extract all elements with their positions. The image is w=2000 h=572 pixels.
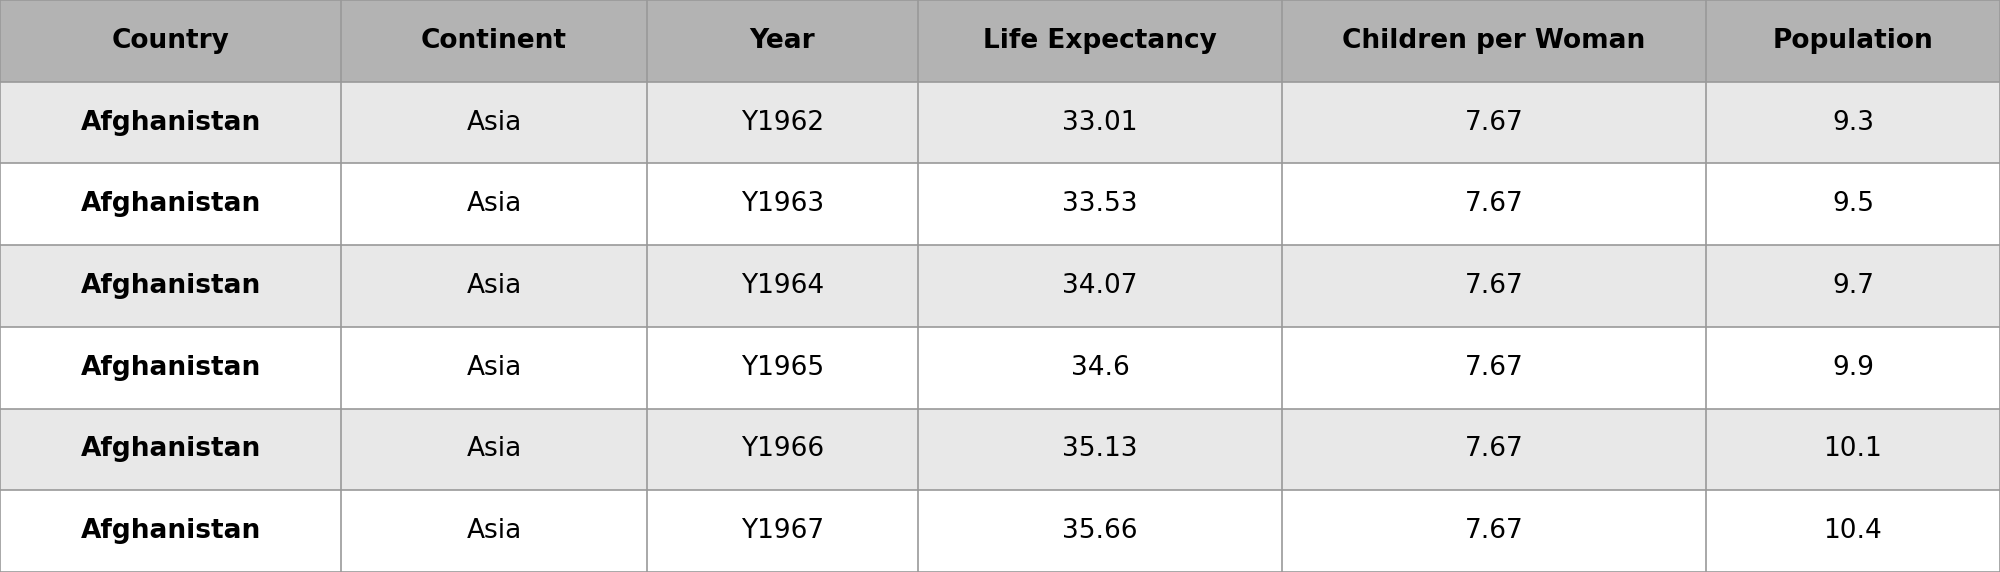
Bar <box>648 164 918 245</box>
Bar <box>648 82 918 164</box>
Text: 35.13: 35.13 <box>1062 436 1138 462</box>
Text: Afghanistan: Afghanistan <box>80 191 260 217</box>
Text: Continent: Continent <box>422 28 568 54</box>
Text: Asia: Asia <box>466 191 522 217</box>
Bar <box>648 245 918 327</box>
Bar <box>1706 490 2000 572</box>
Bar <box>918 0 1282 82</box>
Text: 35.66: 35.66 <box>1062 518 1138 544</box>
Text: Y1964: Y1964 <box>740 273 824 299</box>
Text: Afghanistan: Afghanistan <box>80 273 260 299</box>
Text: Children per Woman: Children per Woman <box>1342 28 1646 54</box>
Text: Afghanistan: Afghanistan <box>80 436 260 462</box>
Text: 7.67: 7.67 <box>1464 110 1524 136</box>
Bar <box>1706 164 2000 245</box>
Bar <box>918 490 1282 572</box>
Bar <box>918 327 1282 408</box>
Bar <box>0 82 342 164</box>
Bar <box>0 408 342 490</box>
Text: Afghanistan: Afghanistan <box>80 518 260 544</box>
Bar <box>1706 0 2000 82</box>
Text: 10.1: 10.1 <box>1824 436 1882 462</box>
Bar <box>0 490 342 572</box>
Text: Life Expectancy: Life Expectancy <box>984 28 1216 54</box>
Bar <box>648 327 918 408</box>
Text: Y1963: Y1963 <box>740 191 824 217</box>
Bar <box>648 408 918 490</box>
Text: Country: Country <box>112 28 230 54</box>
Bar <box>1282 327 1706 408</box>
Bar <box>342 0 648 82</box>
Bar <box>918 82 1282 164</box>
Text: 9.3: 9.3 <box>1832 110 1874 136</box>
Bar <box>918 245 1282 327</box>
Bar <box>1282 0 1706 82</box>
Text: 7.67: 7.67 <box>1464 355 1524 381</box>
Bar <box>342 408 648 490</box>
Text: 9.9: 9.9 <box>1832 355 1874 381</box>
Bar <box>1706 245 2000 327</box>
Text: 33.01: 33.01 <box>1062 110 1138 136</box>
Text: Afghanistan: Afghanistan <box>80 355 260 381</box>
Text: 34.6: 34.6 <box>1070 355 1130 381</box>
Text: 7.67: 7.67 <box>1464 191 1524 217</box>
Bar <box>1706 408 2000 490</box>
Text: Asia: Asia <box>466 273 522 299</box>
Text: Population: Population <box>1772 28 1934 54</box>
Bar <box>342 490 648 572</box>
Bar <box>1282 408 1706 490</box>
Text: Asia: Asia <box>466 518 522 544</box>
Bar <box>1282 164 1706 245</box>
Text: Asia: Asia <box>466 436 522 462</box>
Bar <box>342 164 648 245</box>
Text: Y1966: Y1966 <box>740 436 824 462</box>
Text: 9.5: 9.5 <box>1832 191 1874 217</box>
Bar <box>648 0 918 82</box>
Bar <box>1706 82 2000 164</box>
Bar <box>0 327 342 408</box>
Bar <box>342 245 648 327</box>
Text: Y1962: Y1962 <box>740 110 824 136</box>
Text: 9.7: 9.7 <box>1832 273 1874 299</box>
Text: Year: Year <box>750 28 816 54</box>
Text: 33.53: 33.53 <box>1062 191 1138 217</box>
Text: 7.67: 7.67 <box>1464 436 1524 462</box>
Text: 7.67: 7.67 <box>1464 518 1524 544</box>
Bar <box>648 490 918 572</box>
Bar <box>0 245 342 327</box>
Text: 7.67: 7.67 <box>1464 273 1524 299</box>
Bar <box>342 327 648 408</box>
Bar <box>0 0 342 82</box>
Text: 34.07: 34.07 <box>1062 273 1138 299</box>
Text: Afghanistan: Afghanistan <box>80 110 260 136</box>
Text: Y1965: Y1965 <box>740 355 824 381</box>
Bar <box>1282 82 1706 164</box>
Text: Asia: Asia <box>466 355 522 381</box>
Bar <box>1282 245 1706 327</box>
Bar <box>1282 490 1706 572</box>
Bar <box>1706 327 2000 408</box>
Bar <box>918 164 1282 245</box>
Bar <box>918 408 1282 490</box>
Bar <box>0 164 342 245</box>
Text: 10.4: 10.4 <box>1824 518 1882 544</box>
Text: Asia: Asia <box>466 110 522 136</box>
Bar <box>342 82 648 164</box>
Text: Y1967: Y1967 <box>740 518 824 544</box>
